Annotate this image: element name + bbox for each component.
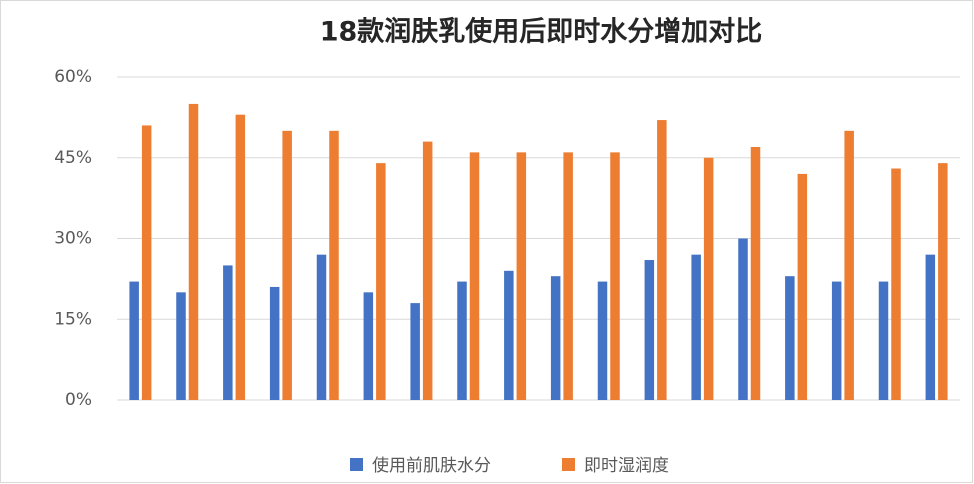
legend-swatch	[562, 458, 575, 471]
bar	[269, 286, 280, 400]
chart-title: 18款润肤乳使用后即时水分增加对比	[320, 16, 763, 48]
bar	[891, 168, 901, 400]
bar	[563, 152, 573, 400]
bar	[469, 152, 480, 400]
legend-swatch	[350, 458, 363, 471]
bar	[422, 141, 433, 400]
bar	[797, 173, 808, 400]
bar	[282, 130, 292, 401]
bar	[376, 163, 386, 400]
y-tick-label: 0%	[65, 390, 92, 410]
bar	[831, 281, 842, 400]
bar	[738, 238, 748, 400]
bar	[176, 292, 186, 400]
bar	[703, 157, 714, 400]
bar	[141, 125, 152, 400]
bar	[410, 303, 420, 400]
bar	[550, 276, 561, 400]
bar	[235, 114, 246, 400]
bar	[785, 276, 795, 400]
bar	[644, 260, 655, 400]
bar	[223, 265, 233, 400]
bar	[925, 254, 936, 400]
bar	[188, 103, 199, 401]
bar	[129, 281, 139, 400]
y-tick-label: 45%	[54, 148, 92, 168]
bar	[516, 152, 527, 400]
bar	[844, 130, 854, 401]
bar	[657, 120, 667, 401]
bar	[316, 254, 327, 400]
bar	[504, 270, 514, 400]
bar	[610, 152, 620, 400]
bar	[691, 254, 701, 400]
y-tick-label: 15%	[54, 309, 92, 329]
bar	[938, 163, 948, 400]
bar	[597, 281, 608, 400]
bar	[329, 130, 339, 401]
y-tick-label: 30%	[54, 229, 92, 249]
bar	[363, 292, 374, 400]
legend-label: 即时湿润度	[584, 456, 669, 476]
bar	[457, 281, 467, 400]
y-tick-label: 60%	[54, 67, 92, 87]
bar	[750, 146, 761, 400]
legend-label: 使用前肌肤水分	[372, 455, 491, 476]
bar	[878, 281, 889, 400]
